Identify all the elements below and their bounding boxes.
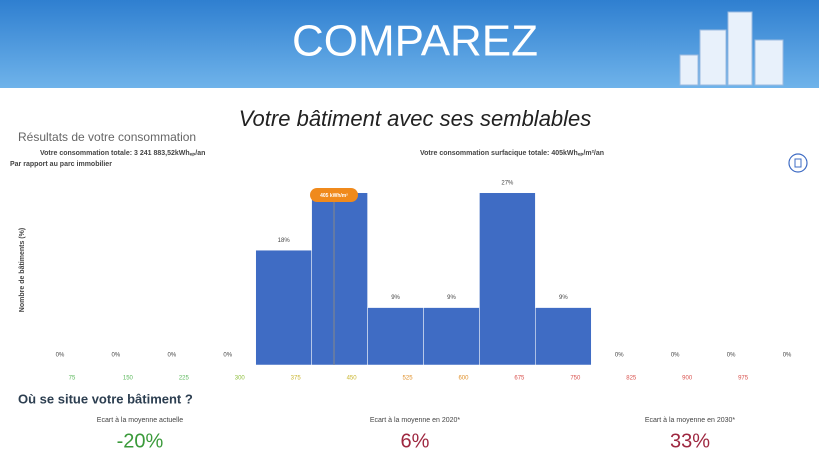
value-label: 0% [671, 353, 680, 359]
surface-consumption: Votre consommation surfacique totale: 40… [420, 150, 604, 157]
comparison-value: -20% [117, 430, 164, 450]
comparison-value: 33% [670, 430, 710, 450]
bar [535, 308, 591, 365]
reference-note: Par rapport au parc immobilier [10, 161, 112, 168]
value-label: 0% [56, 353, 65, 359]
screen: COMPAREZ Votre bâtiment avec ses semblab… [0, 0, 819, 450]
comparison-label: Ecart à la moyenne actuelle [97, 417, 183, 424]
x-tick-label: 150 [123, 376, 134, 382]
x-tick-label: 900 [682, 376, 693, 382]
header-title: COMPAREZ [292, 17, 538, 66]
export-button[interactable] [789, 154, 807, 172]
page: COMPAREZ Votre bâtiment avec ses semblab… [0, 0, 819, 450]
comparison-value: 6% [401, 430, 430, 450]
bar [312, 193, 368, 365]
total-consumption: Votre consommation totale: 3 241 883,52k… [40, 150, 205, 157]
x-tick-label: 525 [403, 376, 414, 382]
x-tick-label: 450 [347, 376, 358, 382]
x-tick-label: 300 [235, 376, 246, 382]
bar [424, 308, 480, 365]
x-tick-label: 750 [570, 376, 581, 382]
value-label: 0% [167, 353, 176, 359]
comparison-title: Où se situe votre bâtiment ? [18, 391, 193, 406]
value-label: 0% [223, 353, 232, 359]
value-label: 9% [391, 295, 400, 301]
y-axis-label: Nombre de bâtiments (%) [19, 228, 26, 312]
x-tick-label: 600 [458, 376, 469, 382]
comparison-label: Ecart à la moyenne en 2030* [645, 417, 736, 424]
value-label: 9% [559, 295, 568, 301]
x-tick-label: 675 [514, 376, 525, 382]
export-button-circle[interactable] [789, 154, 807, 172]
value-label: 0% [615, 353, 624, 359]
x-tick-label: 375 [291, 376, 302, 382]
bar [256, 250, 312, 365]
bar [479, 193, 535, 365]
value-label: 0% [112, 353, 121, 359]
value-label: 18% [278, 238, 291, 244]
subtitle: Votre bâtiment avec ses semblables [239, 106, 592, 131]
value-label: 0% [783, 353, 792, 359]
x-tick-label: 825 [626, 376, 637, 382]
x-tick-label: 75 [69, 376, 76, 382]
value-label: 9% [447, 295, 456, 301]
section-title: Résultats de votre consommation [18, 130, 196, 144]
comparison-label: Ecart à la moyenne en 2020* [370, 417, 461, 424]
value-label: 27% [501, 180, 514, 186]
x-tick-label: 225 [179, 376, 190, 382]
bar [368, 308, 424, 365]
value-label: 0% [727, 353, 736, 359]
position-marker-label: 405 kWh/m² [320, 193, 348, 199]
x-tick-label: 975 [738, 376, 749, 382]
